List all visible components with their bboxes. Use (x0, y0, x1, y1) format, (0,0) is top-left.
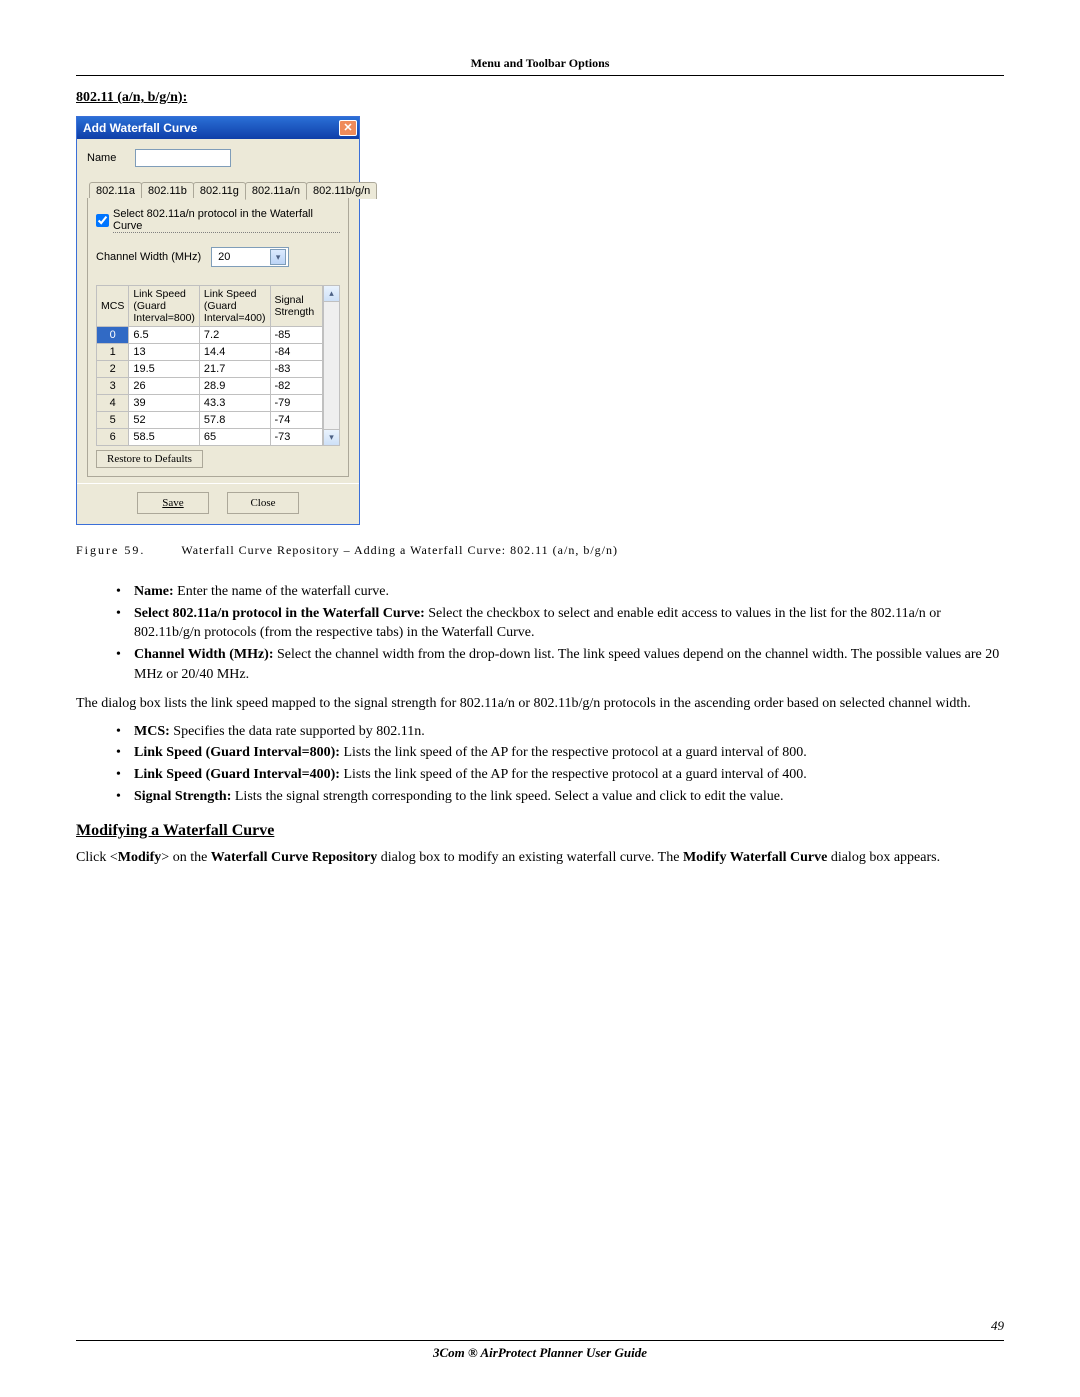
table-row[interactable]: 43943.3-79 (97, 395, 323, 412)
table-row[interactable]: 219.521.7-83 (97, 361, 323, 378)
modify-paragraph: Click <Modify> on the Waterfall Curve Re… (76, 848, 1004, 868)
channel-width-select[interactable]: 20 ▾ (211, 247, 289, 267)
name-input[interactable] (135, 149, 231, 167)
scroll-up-icon[interactable]: ▴ (324, 286, 339, 302)
tab-80211an[interactable]: 802.11a/n (245, 182, 307, 200)
close-button[interactable]: Close (227, 492, 299, 514)
name-label: Name (87, 152, 125, 164)
close-icon[interactable]: ✕ (339, 120, 357, 136)
link-speed-table: MCS Link Speed (Guard Interval=800) Link… (96, 285, 323, 446)
list-item: MCS: Specifies the data rate supported b… (134, 722, 1004, 742)
list-item: Channel Width (MHz): Select the channel … (134, 645, 1004, 684)
channel-width-value: 20 (218, 251, 230, 263)
scroll-down-icon[interactable]: ▾ (324, 429, 339, 445)
column-description-list: MCS: Specifies the data rate supported b… (76, 722, 1004, 806)
paragraph-linkspeed: The dialog box lists the link speed mapp… (76, 694, 1004, 714)
list-item: Name: Enter the name of the waterfall cu… (134, 582, 1004, 602)
list-item: Link Speed (Guard Interval=800): Lists t… (134, 743, 1004, 763)
figure-caption: Figure 59.Waterfall Curve Repository – A… (76, 543, 1004, 558)
select-protocol-checkbox[interactable] (96, 214, 109, 227)
dialog-titlebar[interactable]: Add Waterfall Curve ✕ (77, 117, 359, 139)
add-waterfall-dialog: Add Waterfall Curve ✕ Name 802.11a 802.1… (76, 116, 360, 525)
col-mcs: MCS (97, 286, 129, 327)
save-button[interactable]: Save (137, 492, 209, 514)
field-description-list: Name: Enter the name of the waterfall cu… (76, 582, 1004, 684)
tab-80211g[interactable]: 802.11g (193, 182, 246, 199)
protocol-tabs: 802.11a 802.11b 802.11g 802.11a/n 802.11… (89, 182, 349, 199)
table-row[interactable]: 55257.8-74 (97, 412, 323, 429)
footer-title: 3Com ® AirProtect Planner User Guide (76, 1340, 1004, 1361)
table-row[interactable]: 32628.9-82 (97, 378, 323, 395)
section-heading: 802.11 (a/n, b/g/n): (76, 90, 1004, 106)
modify-heading: Modifying a Waterfall Curve (76, 822, 1004, 840)
dialog-title: Add Waterfall Curve (83, 121, 197, 135)
tab-80211bgn[interactable]: 802.11b/g/n (306, 182, 377, 199)
table-row[interactable]: 06.57.2-85 (97, 327, 323, 344)
tab-80211a[interactable]: 802.11a (89, 182, 142, 199)
table-row[interactable]: 658.565-73 (97, 429, 323, 446)
list-item: Signal Strength: Lists the signal streng… (134, 787, 1004, 807)
tab-80211b[interactable]: 802.11b (141, 182, 194, 199)
channel-width-label: Channel Width (MHz) (96, 251, 201, 263)
select-protocol-label: Select 802.11a/n protocol in the Waterfa… (113, 208, 340, 233)
table-row[interactable]: 11314.4-84 (97, 344, 323, 361)
page-number: 49 (76, 1318, 1004, 1334)
list-item: Select 802.11a/n protocol in the Waterfa… (134, 604, 1004, 643)
list-item: Link Speed (Guard Interval=400): Lists t… (134, 765, 1004, 785)
tab-panel: Select 802.11a/n protocol in the Waterfa… (87, 198, 349, 477)
col-ls400: Link Speed (Guard Interval=400) (199, 286, 270, 327)
restore-defaults-button[interactable]: Restore to Defaults (96, 450, 203, 468)
table-scrollbar[interactable]: ▴ ▾ (323, 285, 340, 446)
chevron-down-icon: ▾ (270, 249, 286, 265)
page-header: Menu and Toolbar Options (76, 56, 1004, 76)
col-ls800: Link Speed (Guard Interval=800) (129, 286, 200, 327)
col-signal: Signal Strength (270, 286, 323, 327)
